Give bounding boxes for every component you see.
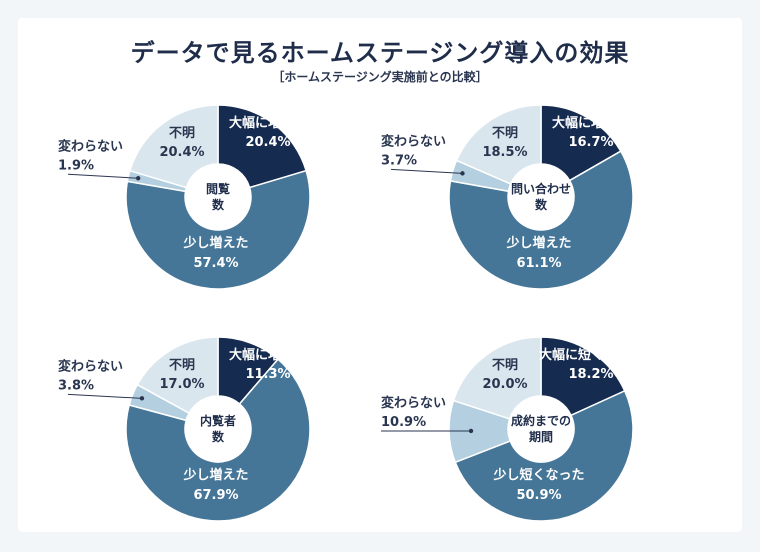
outside-label: 変わらない xyxy=(381,395,446,411)
donut-chart-4: 大幅に短くなった 18.2% 少し短くなった 50.9% 不明 20.0% 変わらない 10.… xyxy=(381,336,643,522)
leader-line xyxy=(67,393,142,399)
slice-label: 不明 xyxy=(169,358,195,373)
slice-label: 少し増えた xyxy=(182,467,248,483)
outside-value: 1.9% xyxy=(58,158,94,173)
slice-value: 18.5% xyxy=(482,145,527,160)
slice-label: 大幅に増えた xyxy=(552,115,630,131)
slice-value: 16.7% xyxy=(568,135,613,150)
slice-value: 17.0% xyxy=(159,377,204,392)
outside-label: 変わらない xyxy=(58,138,123,154)
slice-label: 大幅に増えた xyxy=(229,347,307,363)
center-label: 内覧者 xyxy=(200,413,236,428)
slice-small xyxy=(448,150,634,290)
slice-value: 50.9% xyxy=(516,488,561,503)
page-subtitle: ［ホームステージング実施前との比較］ xyxy=(272,70,488,84)
slice-value: 18.2% xyxy=(568,367,613,382)
center-label: 閲覧 xyxy=(206,181,230,196)
slice-value: 20.4% xyxy=(159,145,204,160)
slice-label: 大幅に増えた xyxy=(229,115,307,131)
slice-label: 大幅に短くなった xyxy=(539,347,643,363)
center-label: 数 xyxy=(535,197,548,212)
slice-small xyxy=(125,169,311,290)
slice-small xyxy=(454,389,634,522)
center-label: 成約までの xyxy=(511,413,571,428)
center-label: 期間 xyxy=(529,429,553,444)
slice-label: 不明 xyxy=(492,126,518,141)
donut-chart-3: 大幅に増えた 11.3% 少し増えた 67.9% 不明 17.0% 変わらない 3.8% 内覧者… xyxy=(58,336,311,522)
outside-value: 10.9% xyxy=(381,415,426,430)
donut-chart-2: 大幅に増えた 16.7% 少し増えた 61.1% 不明 18.5% 変わらない 3.7% 問い合… xyxy=(381,104,634,290)
slice-label: 不明 xyxy=(169,126,195,141)
slice-value: 61.1% xyxy=(516,256,561,271)
slice-unknown xyxy=(128,104,219,189)
slice-unknown xyxy=(452,336,542,420)
slice-value: 11.3% xyxy=(245,367,290,382)
outside-value: 3.8% xyxy=(58,378,94,393)
center-label: 数 xyxy=(212,197,225,212)
leader-line xyxy=(390,168,463,174)
slice-label: 少し増えた xyxy=(505,235,571,251)
slice-value: 57.4% xyxy=(193,256,238,271)
leader-line xyxy=(67,173,139,179)
slice-big xyxy=(217,104,308,189)
page-title: データで見るホームステージング導入の効果 xyxy=(130,39,630,67)
slice-label: 不明 xyxy=(492,358,518,373)
slice-big xyxy=(540,104,622,182)
outside-label: 変わらない xyxy=(381,133,446,149)
slice-value: 67.9% xyxy=(193,488,238,503)
center-label: 問い合わせ xyxy=(511,181,571,196)
center-label: 数 xyxy=(212,429,225,444)
slice-value: 20.4% xyxy=(245,135,290,150)
slice-small xyxy=(125,358,311,522)
outside-value: 3.7% xyxy=(381,153,417,168)
slice-value: 20.0% xyxy=(482,377,527,392)
outside-label: 変わらない xyxy=(58,358,123,374)
slice-unknown xyxy=(136,336,219,415)
slice-unknown xyxy=(455,104,542,185)
slice-label: 少し増えた xyxy=(182,235,248,251)
donut-chart-1: 大幅に増えた 20.4% 少し増えた 57.4% 不明 20.4% 変わらない 1.9% 閲覧数 xyxy=(58,104,311,290)
slice-big xyxy=(540,336,626,417)
slice-label: 少し短くなった xyxy=(492,467,584,483)
